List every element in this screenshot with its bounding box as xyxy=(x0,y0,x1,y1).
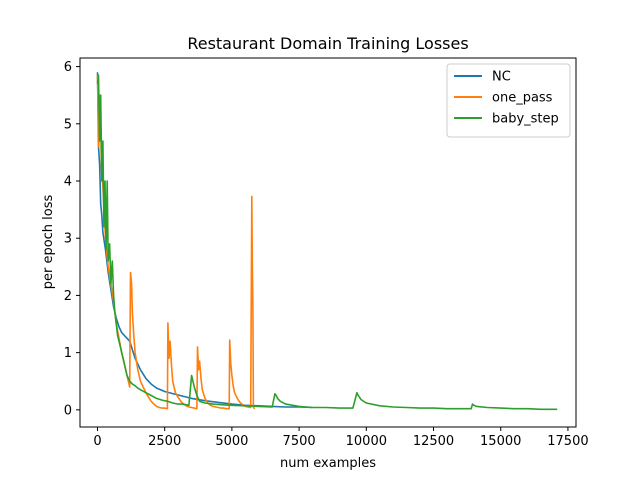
x-tick-label: 17500 xyxy=(547,434,588,449)
series-layer xyxy=(96,72,558,411)
legend: NC one_pass baby_step xyxy=(446,63,571,138)
plot-frame xyxy=(79,57,577,428)
y-tick-label: 4 xyxy=(64,175,72,190)
y-tick-label: 2 xyxy=(64,289,72,304)
legend-label: NC xyxy=(492,70,511,85)
y-axis-label: per epoch loss xyxy=(41,194,56,289)
chart-title: Restaurant Domain Training Losses xyxy=(187,34,468,53)
series-line-baby-step xyxy=(96,74,558,411)
y-tick-label: 1 xyxy=(64,346,72,361)
series-line-nc xyxy=(96,72,313,409)
y-axis: 0 1 2 3 4 5 6 xyxy=(64,60,80,418)
legend-label: baby_step xyxy=(492,112,559,127)
x-tick-label: 7500 xyxy=(283,434,316,449)
y-tick-label: 0 xyxy=(64,403,72,418)
y-tick-label: 6 xyxy=(64,60,72,75)
x-tick-label: 5000 xyxy=(215,434,248,449)
x-tick-label: 10000 xyxy=(346,434,387,449)
y-tick-label: 3 xyxy=(64,232,72,247)
y-tick-label: 5 xyxy=(64,117,72,132)
x-axis: 0 2500 5000 7500 10000 12500 15000 17500 xyxy=(93,427,589,449)
x-tick-label: 2500 xyxy=(148,434,181,449)
x-tick-label: 0 xyxy=(93,434,101,449)
legend-label: one_pass xyxy=(492,91,553,106)
x-tick-label: 12500 xyxy=(413,434,454,449)
x-axis-label: num examples xyxy=(280,456,376,471)
x-tick-label: 15000 xyxy=(480,434,521,449)
